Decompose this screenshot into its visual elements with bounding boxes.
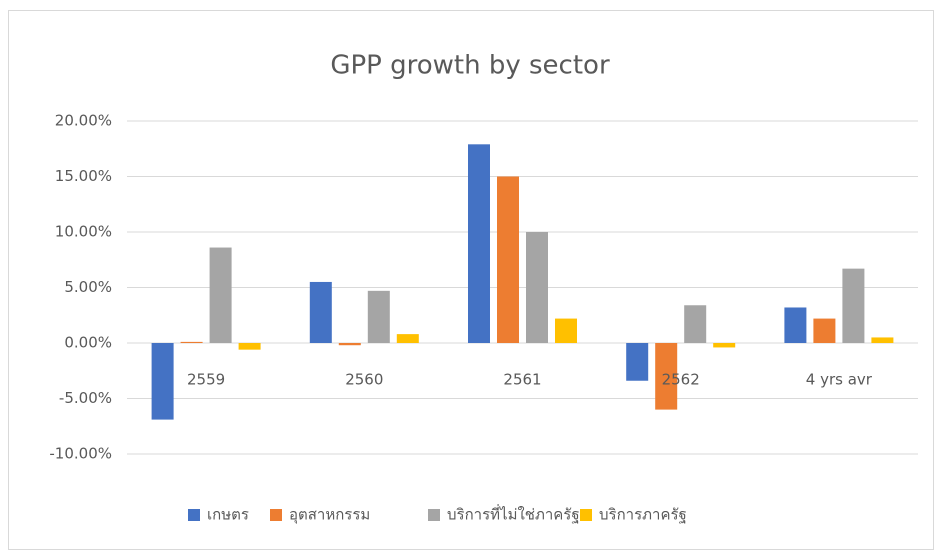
legend-swatch [580, 509, 592, 521]
y-tick-label: 20.00% [55, 112, 112, 130]
bar [813, 318, 836, 343]
bar [713, 343, 736, 348]
bar [209, 247, 232, 343]
bar [555, 318, 577, 343]
bar [468, 144, 490, 343]
bar [684, 305, 707, 343]
bar [526, 232, 548, 343]
legend-swatch [270, 509, 282, 521]
y-tick-label: 15.00% [55, 167, 112, 185]
bar [871, 337, 894, 343]
legend-label: เกษตร [207, 506, 249, 524]
legend-swatch [428, 509, 440, 521]
bar [151, 343, 174, 420]
x-tick-label: 2559 [187, 371, 225, 389]
bar [338, 343, 361, 346]
legend-label: อุตสาหกรรม [289, 506, 370, 525]
y-tick-label: 0.00% [64, 334, 112, 352]
bar [367, 290, 390, 343]
chart-title: GPP growth by sector [330, 51, 610, 81]
y-tick-label: -10.00% [49, 445, 112, 463]
bar [238, 343, 261, 350]
x-tick-label: 2562 [662, 371, 700, 389]
bar [180, 341, 203, 343]
bar [784, 307, 807, 343]
x-tick-label: 2561 [503, 371, 541, 389]
legend-label: บริการภาครัฐ [599, 506, 687, 524]
y-tick-label: 5.00% [64, 278, 112, 296]
bar [309, 281, 332, 343]
bar [497, 176, 519, 343]
y-tick-label: 10.00% [55, 223, 112, 241]
legend-label: บริการที่ไม่ใช่ภาครัฐ [447, 504, 580, 524]
bar [842, 268, 865, 343]
bar [655, 343, 678, 410]
x-tick-label: 4 yrs avr [806, 371, 873, 389]
x-tick-label: 2560 [345, 371, 383, 389]
legend-swatch [188, 509, 200, 521]
bar [626, 343, 649, 381]
y-tick-label: -5.00% [59, 389, 112, 407]
bar [396, 334, 419, 343]
